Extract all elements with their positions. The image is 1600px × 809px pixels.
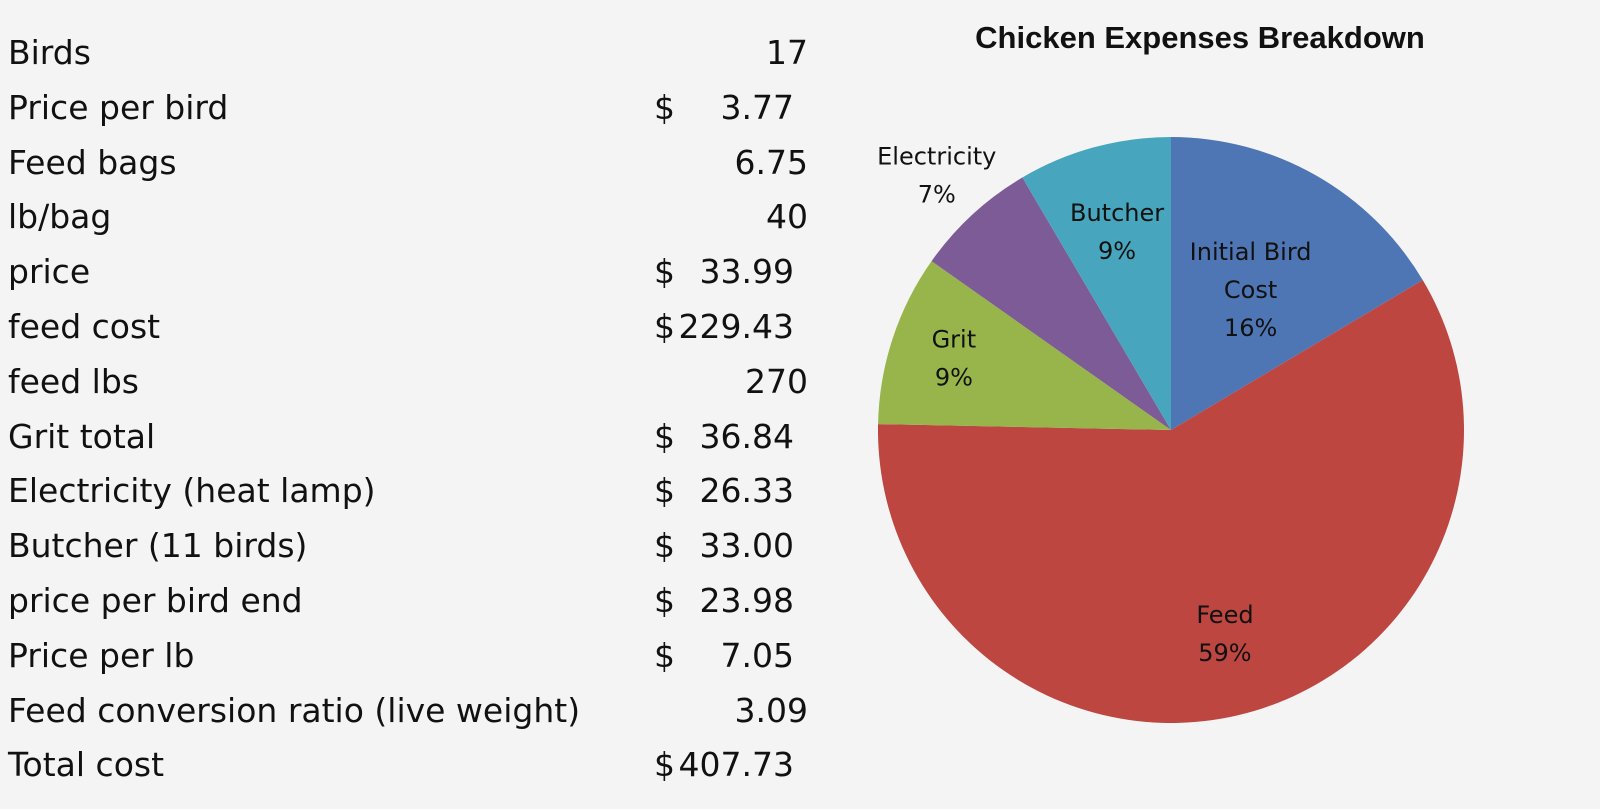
table-row: Price per lb $7.05 <box>8 629 808 684</box>
row-label: Price per bird <box>8 87 229 127</box>
row-value: 33.99 <box>699 252 794 292</box>
table-row: price $33.99 <box>8 245 808 300</box>
row-label: Grit total <box>8 416 156 456</box>
row-value: 23.98 <box>699 580 794 620</box>
currency-symbol: $ <box>654 471 675 511</box>
pie-slice-grit <box>878 261 1171 430</box>
currency-symbol: $ <box>654 635 675 675</box>
slice-label-initial-bird-cost: Initial Bird Cost 16% <box>1190 238 1312 342</box>
row-value: 17 <box>766 33 808 72</box>
slice-name-label: Grit <box>932 326 977 354</box>
row-label: Butcher (11 birds) <box>8 526 308 566</box>
table-row: Electricity (heat lamp) $26.33 <box>8 464 808 519</box>
currency-symbol: $ <box>654 526 675 566</box>
slice-name-label: Feed <box>1196 601 1253 629</box>
row-label: Feed bags <box>8 142 177 182</box>
pie-slice-initial-bird-cost <box>1171 137 1423 430</box>
slice-name-label: Butcher <box>1070 199 1164 227</box>
slice-label-feed: Feed 59% <box>1196 601 1253 667</box>
table-row: Feed conversion ratio (live weight) 3.09 <box>8 684 808 739</box>
cost-table: Birds 17 Price per bird $3.77 Feed bags 6.75 l… <box>8 26 808 793</box>
row-value: 7.05 <box>720 635 794 675</box>
slice-label-electricity: Electricity 7% <box>877 143 996 209</box>
table-row: price per bird end $23.98 <box>8 574 808 629</box>
row-label: price <box>8 252 91 292</box>
row-value: 3.09 <box>734 690 808 730</box>
slice-label-grit: Grit 9% <box>932 326 977 392</box>
row-label: feed cost <box>8 306 161 346</box>
row-label: Total cost <box>8 745 165 785</box>
table-row: feed lbs 270 <box>8 355 808 410</box>
row-value: 33.00 <box>699 526 794 566</box>
row-label: Birds <box>8 33 91 72</box>
table-row: Feed bags 6.75 <box>8 136 808 191</box>
row-label: feed lbs <box>8 361 139 401</box>
currency-symbol: $ <box>654 252 675 292</box>
row-value: 36.84 <box>699 416 794 456</box>
currency-symbol: $ <box>654 580 675 620</box>
slice-label-butcher: Butcher 9% <box>1070 199 1164 265</box>
table-row: Birds 17 <box>8 26 808 81</box>
row-value: 6.75 <box>734 142 808 182</box>
row-label: lb/bag <box>8 197 112 237</box>
row-label: Electricity (heat lamp) <box>8 471 376 511</box>
currency-symbol: $ <box>654 745 675 785</box>
currency-symbol: $ <box>654 87 675 127</box>
table-row: lb/bag 40 <box>8 190 808 245</box>
table-row: Butcher (11 birds) $33.00 <box>8 519 808 574</box>
slice-percent-label: 9% <box>935 364 973 392</box>
row-label: Feed conversion ratio (live weight) <box>8 690 581 730</box>
table-row: Grit total $36.84 <box>8 410 808 465</box>
slice-percent-label: 7% <box>918 181 956 209</box>
slice-name-label: Cost <box>1224 276 1277 304</box>
row-value: 229.43 <box>678 306 794 346</box>
row-label: price per bird end <box>8 580 303 620</box>
currency-symbol: $ <box>654 416 675 456</box>
row-value: 407.73 <box>678 745 794 785</box>
row-value: 270 <box>745 361 808 401</box>
row-value: 40 <box>766 197 808 237</box>
slice-name-label: Electricity <box>877 143 996 171</box>
slice-percent-label: 59% <box>1198 639 1251 667</box>
row-value: 3.77 <box>720 87 794 127</box>
pie-chart: Chicken Expenses Breakdown Initial Bird C… <box>840 0 1600 809</box>
pie-slice-feed <box>878 280 1464 724</box>
pie-slice-electricity <box>931 177 1171 430</box>
pie-slice-butcher <box>1022 137 1171 430</box>
table-row: Price per bird $3.77 <box>8 81 808 136</box>
currency-symbol: $ <box>654 306 675 346</box>
row-label: Price per lb <box>8 635 195 675</box>
table-row: Total cost $407.73 <box>8 738 808 793</box>
table-row: feed cost $229.43 <box>8 300 808 355</box>
pie-svg: Initial Bird Cost 16% Feed 59% Grit 9% Electric… <box>877 137 1464 724</box>
slice-percent-label: 9% <box>1098 237 1136 265</box>
chart-title: Chicken Expenses Breakdown <box>975 20 1425 55</box>
row-value: 26.33 <box>699 471 794 511</box>
slice-name-label: Initial Bird <box>1190 238 1312 266</box>
slice-percent-label: 16% <box>1224 314 1277 342</box>
